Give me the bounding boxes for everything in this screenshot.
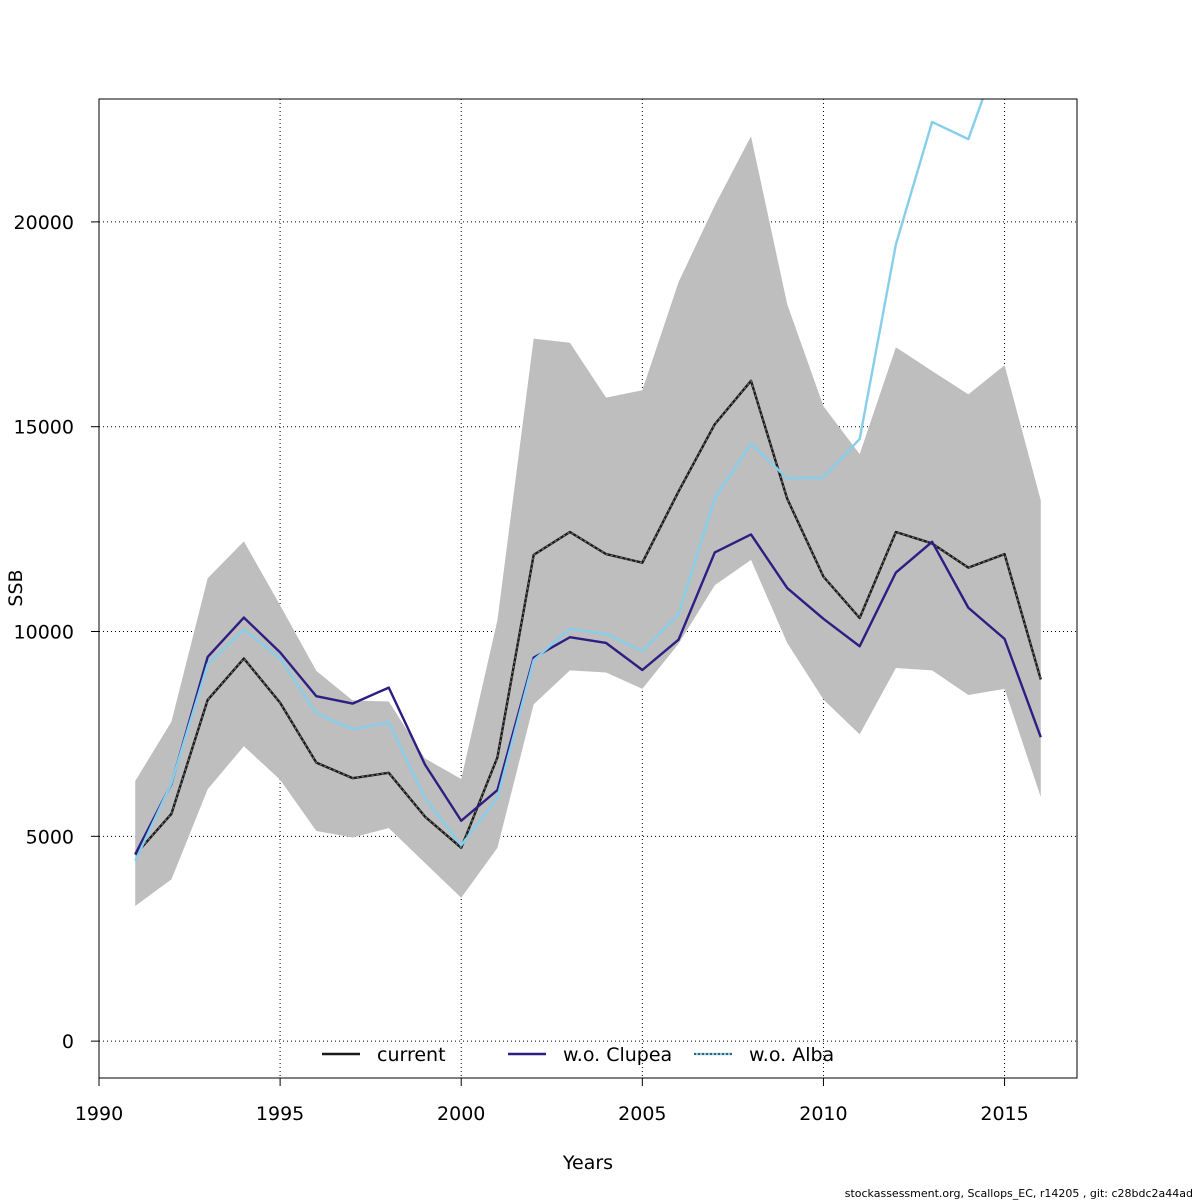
y-tick-label-5000: 5000 <box>26 826 74 848</box>
plot-area <box>134 99 1042 906</box>
y-tick-label-20000: 20000 <box>14 212 74 234</box>
x-tick-label-2005: 2005 <box>618 1103 666 1125</box>
series-line-2 <box>134 99 984 862</box>
legend-label-0: current <box>377 1044 446 1066</box>
x-tick-label-1995: 1995 <box>256 1103 304 1125</box>
legend-label-1: w.o. Clupea <box>563 1044 672 1066</box>
confidence-band <box>135 136 1041 906</box>
legend-label-2: w.o. Alba <box>749 1044 834 1066</box>
x-tick-label-1990: 1990 <box>75 1103 123 1125</box>
x-axis: 1990 1995 2000 2005 2010 2015 <box>75 1077 1029 1125</box>
x-axis-title: Years <box>562 1152 613 1174</box>
y-axis: 0 5000 10000 15000 20000 <box>14 212 99 1053</box>
y-tick-label-10000: 10000 <box>14 622 74 644</box>
x-tick-label-2010: 2010 <box>799 1103 847 1125</box>
legend: current w.o. Clupea w.o. Alba <box>322 1044 834 1066</box>
series-lines <box>134 99 1042 862</box>
x-tick-label-2000: 2000 <box>437 1103 485 1125</box>
footer-credit: stockassessment.org, Scallops_EC, r14205… <box>845 1187 1193 1200</box>
series-line-0 <box>134 379 1042 856</box>
y-tick-label-0: 0 <box>62 1031 74 1053</box>
y-tick-label-15000: 15000 <box>14 417 74 439</box>
series-line-1 <box>134 533 1042 855</box>
y-axis-title: SSB <box>5 569 27 606</box>
x-tick-label-2015: 2015 <box>980 1103 1028 1125</box>
